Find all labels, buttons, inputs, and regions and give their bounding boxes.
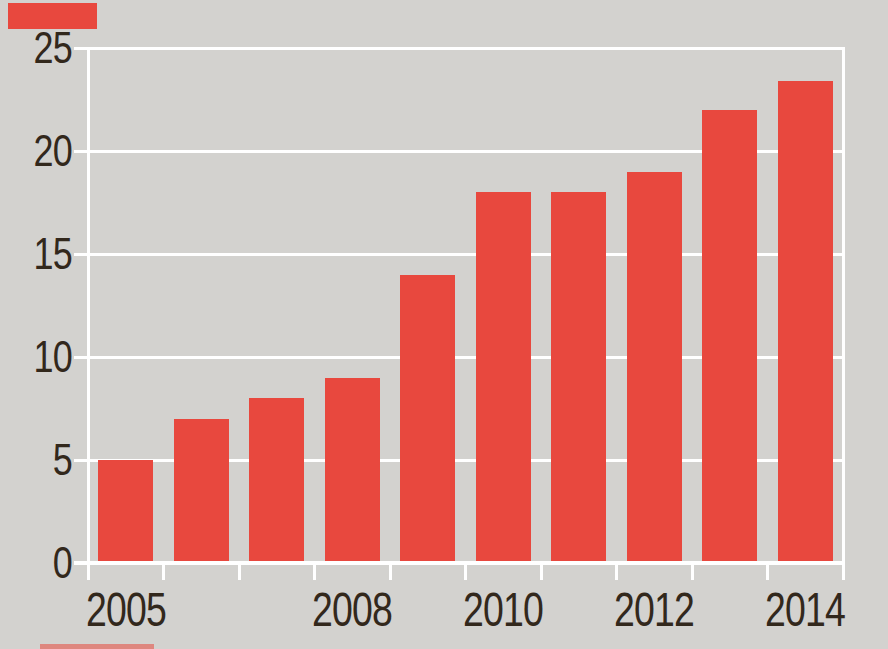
- x-tick-9: [766, 563, 769, 580]
- cropped-caption-artifact: [40, 644, 154, 649]
- x-tick-7: [615, 563, 618, 580]
- bar-2013: [702, 110, 757, 563]
- x-tick-5: [464, 563, 467, 580]
- y-tick-label-15: 15: [16, 231, 72, 276]
- bar-2010: [476, 192, 531, 563]
- bar-2014: [778, 81, 833, 563]
- bar-2011: [551, 192, 606, 563]
- bar-2012: [627, 172, 682, 563]
- x-tick-label-2008: 2008: [290, 586, 415, 634]
- y-tick-label-5: 5: [16, 437, 72, 482]
- bar-2009: [400, 275, 455, 563]
- y-tick-label-25: 25: [16, 25, 72, 70]
- x-tick-4: [389, 563, 392, 580]
- bar-2008: [325, 378, 380, 563]
- x-tick-0: [87, 563, 90, 580]
- plot-right-border: [842, 47, 845, 565]
- bar-2006: [174, 419, 229, 563]
- gridline-25: [74, 47, 845, 50]
- x-tick-label-2014: 2014: [743, 586, 868, 634]
- bar-2005: [98, 460, 153, 563]
- cropped-red-banner-artifact: [8, 3, 97, 29]
- bar-chart: 0 5 10 15 20 25 2005 2008 2010 2012 2014: [0, 0, 888, 649]
- y-tick-label-20: 20: [16, 128, 72, 173]
- y-tick-label-10: 10: [16, 334, 72, 379]
- y-tick-label-0: 0: [16, 540, 72, 585]
- x-tick-label-2010: 2010: [441, 586, 566, 634]
- x-tick-6: [540, 563, 543, 580]
- y-axis-line: [87, 47, 90, 565]
- x-tick-1: [162, 563, 165, 580]
- x-tick-8: [691, 563, 694, 580]
- bar-2007: [249, 398, 304, 563]
- x-tick-label-2005: 2005: [63, 586, 188, 634]
- x-tick-label-2012: 2012: [592, 586, 717, 634]
- x-tick-10: [842, 563, 845, 580]
- x-axis-baseline: [74, 561, 845, 565]
- x-tick-3: [313, 563, 316, 580]
- x-tick-2: [238, 563, 241, 580]
